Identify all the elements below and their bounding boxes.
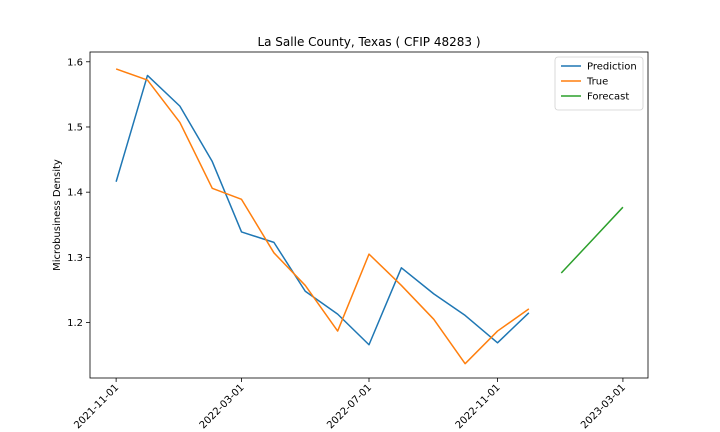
series-line-prediction (115, 74, 530, 346)
series-line-true (115, 68, 530, 365)
y-tick-label: 1.6 (67, 57, 83, 68)
legend-label: Prediction (587, 62, 637, 73)
y-tick-label: 1.3 (67, 253, 83, 264)
y-tick-label: 1.5 (67, 122, 83, 133)
series-line-forecast (560, 206, 624, 274)
y-axis: 1.2 1.3 1.4 1.5 1.6 (67, 57, 90, 329)
plot-frame (89, 51, 649, 379)
y-axis-label: Microbusiness Density (52, 159, 63, 271)
legend: Prediction True Forecast (554, 56, 644, 111)
y-tick-label: 1.4 (67, 188, 83, 199)
legend-label: Forecast (587, 92, 629, 103)
y-tick-label: 1.2 (67, 318, 83, 329)
plot-series (115, 68, 624, 365)
chart-title: La Salle County, Texas ( CFIP 48283 ) (257, 35, 480, 49)
legend-label: True (586, 77, 608, 88)
